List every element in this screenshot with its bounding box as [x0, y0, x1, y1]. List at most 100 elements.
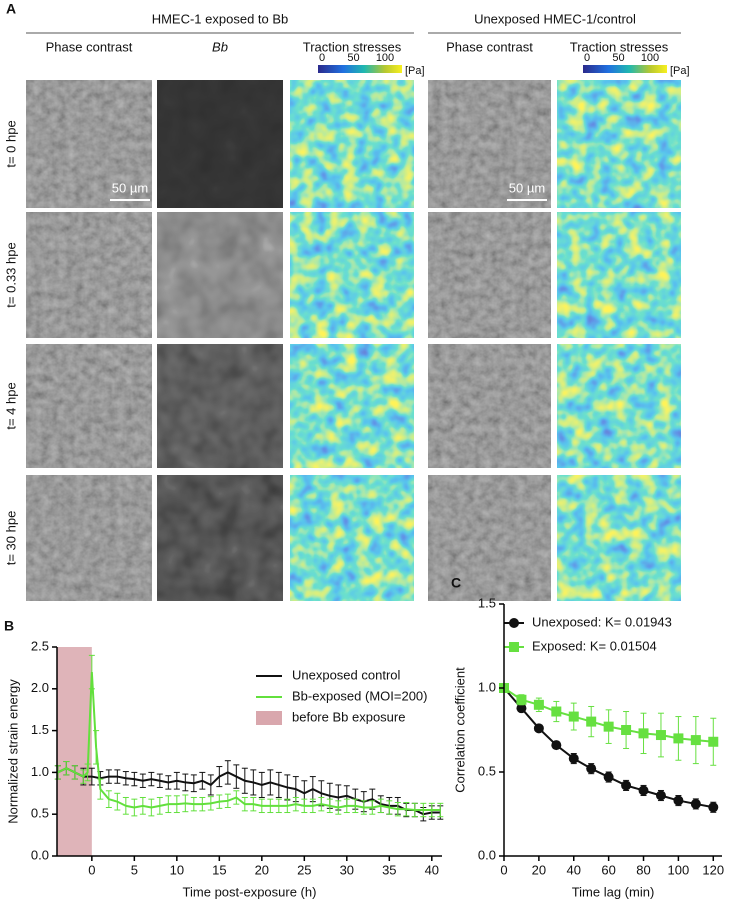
marker — [551, 706, 562, 717]
panel-label: A — [6, 1, 16, 17]
column-title: Phase contrast — [446, 39, 533, 54]
micrograph-texture — [557, 80, 681, 208]
panel-label: B — [4, 618, 14, 634]
y-tick-label: 1.0 — [31, 764, 49, 779]
marker — [621, 725, 632, 735]
legend-marker — [509, 642, 519, 652]
micrograph-texture — [157, 344, 283, 468]
legend-marker — [509, 618, 519, 628]
micrograph-texture — [26, 475, 152, 601]
x-tick-label: 0 — [88, 862, 95, 877]
exposure-span — [57, 647, 92, 856]
panel-label: C — [451, 575, 461, 591]
micrograph-texture — [157, 212, 283, 338]
marker — [690, 798, 701, 809]
marker — [655, 790, 666, 801]
colorbar-tick-label: 0 — [319, 52, 325, 64]
x-tick-label: 25 — [297, 862, 311, 877]
column-title: Bb — [212, 39, 228, 54]
marker — [586, 763, 597, 774]
colorbar-unit: [Pa] — [670, 65, 690, 77]
x-axis-title: Time lag (min) — [572, 884, 655, 899]
micrograph-texture — [290, 212, 414, 338]
x-tick-label: 30 — [340, 862, 354, 877]
x-tick-label: 10 — [170, 862, 184, 877]
micrograph-texture — [557, 212, 681, 338]
marker — [708, 802, 719, 813]
marker — [551, 740, 562, 751]
micrograph-texture — [557, 344, 681, 468]
colorbar-tick-label: 50 — [612, 52, 624, 64]
legend-label: Unexposed control — [292, 667, 401, 682]
micrograph-texture — [428, 344, 551, 468]
y-tick-label: 1.5 — [31, 722, 49, 737]
marker — [708, 736, 719, 747]
marker — [516, 703, 527, 714]
micrograph-texture — [557, 475, 681, 601]
row-label: t= 30 hpe — [3, 511, 18, 566]
y-tick-label: 1.5 — [478, 595, 496, 610]
scale-bar-label: 50 µm — [509, 180, 545, 195]
x-tick-label: 20 — [255, 862, 269, 877]
colorbar-tick-label: 0 — [584, 52, 590, 64]
y-tick-label: 0.0 — [478, 847, 496, 862]
column-title: Phase contrast — [46, 39, 133, 54]
marker — [638, 728, 649, 739]
micrograph-texture — [428, 475, 551, 601]
series-line — [57, 672, 441, 812]
marker — [603, 772, 614, 783]
x-tick-label: 40 — [567, 862, 581, 877]
colorbar — [318, 65, 402, 73]
marker — [533, 723, 544, 734]
x-tick-label: 20 — [532, 862, 546, 877]
colorbar-unit: [Pa] — [405, 65, 425, 77]
row-label: t= 0 hpe — [3, 120, 18, 167]
colorbar-tick-label: 100 — [641, 52, 659, 64]
marker — [516, 694, 527, 705]
marker — [673, 795, 684, 806]
colorbar — [583, 65, 667, 73]
column-title: Traction stresses — [570, 39, 669, 54]
x-tick-label: 15 — [212, 862, 226, 877]
micrograph-texture — [290, 475, 414, 601]
marker — [690, 735, 701, 746]
micrograph-texture — [290, 344, 414, 468]
y-tick-label: 0.5 — [31, 806, 49, 821]
scale-bar-label: 50 µm — [112, 180, 148, 195]
x-tick-label: 80 — [636, 862, 650, 877]
y-tick-label: 1.0 — [478, 679, 496, 694]
row-label: t= 0.33 hpe — [3, 242, 18, 307]
micrograph-texture — [157, 475, 283, 601]
colorbar-tick-label: 50 — [347, 52, 359, 64]
marker — [655, 730, 666, 741]
legend-swatch — [256, 711, 282, 725]
micrograph-texture — [26, 212, 152, 338]
x-tick-label: 120 — [702, 862, 724, 877]
x-tick-label: 35 — [382, 862, 396, 877]
micrograph-texture — [290, 80, 414, 208]
micrograph-texture — [26, 344, 152, 468]
y-tick-label: 2.0 — [31, 680, 49, 695]
legend-label: before Bb exposure — [292, 709, 405, 724]
marker — [568, 711, 579, 722]
y-axis-title: Normalized strain energy — [5, 679, 20, 824]
x-tick-label: 5 — [131, 862, 138, 877]
x-tick-label: 60 — [601, 862, 615, 877]
micrograph-texture — [157, 80, 283, 208]
x-axis-title: Time post-exposure (h) — [183, 884, 317, 899]
series-line — [57, 767, 441, 816]
marker — [533, 699, 544, 710]
marker — [568, 753, 579, 764]
marker — [673, 733, 684, 744]
legend-label: Exposed: K= 0.01504 — [532, 638, 657, 653]
colorbar-tick-label: 100 — [376, 52, 394, 64]
y-tick-label: 0.0 — [31, 847, 49, 862]
x-tick-label: 40 — [425, 862, 439, 877]
row-label: t= 4 hpe — [3, 382, 18, 429]
y-tick-label: 0.5 — [478, 763, 496, 778]
marker — [621, 780, 632, 791]
micrograph-texture — [428, 80, 551, 208]
x-tick-label: 100 — [668, 862, 690, 877]
legend-label: Unexposed: K= 0.01943 — [532, 614, 672, 629]
